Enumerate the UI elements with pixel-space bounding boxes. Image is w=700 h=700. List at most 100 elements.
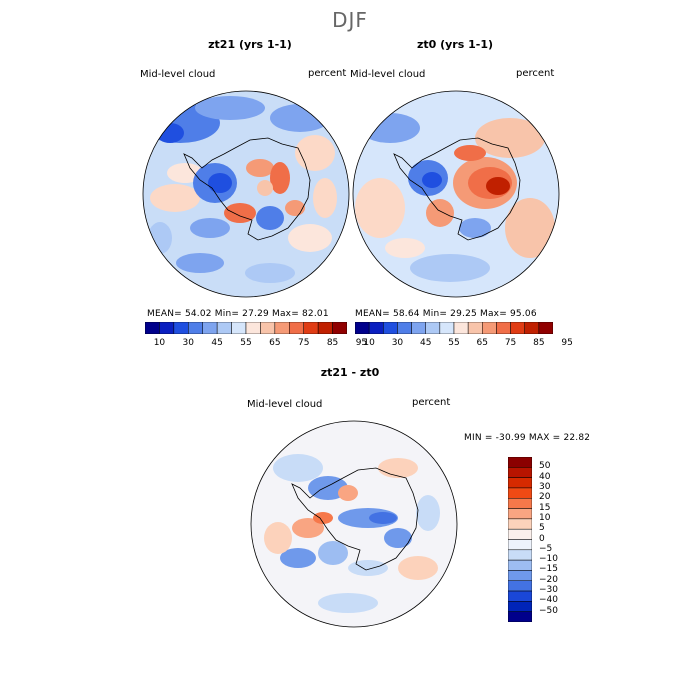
panel-3-colorbar-swatch — [508, 539, 532, 551]
panel-2-coastline — [393, 137, 521, 241]
panel-1-colorbar-tick-label: 45 — [211, 338, 223, 348]
panel-2-colorbar-tick-label: 65 — [476, 338, 488, 348]
panel-1-colorbar-swatch — [216, 322, 232, 334]
panel-3-colorbar-tick-label: 20 — [539, 492, 551, 503]
panel-1-max-value: 82.01 — [302, 309, 329, 319]
panel-1-colorbar-swatch — [231, 322, 247, 334]
panel-2-max-value: 95.06 — [510, 309, 537, 319]
panel-2-colorbar-swatch — [439, 322, 455, 334]
panel-3-colorbar-swatch — [508, 518, 532, 530]
panel-2-colorbar-swatch — [453, 322, 469, 334]
panel-3-title: zt21 - zt0 — [320, 366, 380, 379]
panel-3-colorbar-swatch — [508, 601, 532, 612]
panel-1-variable-label: Mid-level cloud — [140, 69, 216, 80]
panel-3-colorbar-swatch — [508, 559, 532, 571]
panel-2-colorbar-swatch — [411, 322, 426, 334]
panel-3-colorbar-tick-label: 5 — [539, 523, 545, 534]
panel-3-colorbar-swatch — [508, 580, 532, 592]
panel-3-colorbar-tick-label: −50 — [539, 605, 558, 616]
panel-2-title: zt0 (yrs 1-1) — [416, 38, 494, 51]
panel-3-colorbar-tick-label: 40 — [539, 471, 551, 482]
panel-3-variable-label: Mid-level cloud — [247, 399, 323, 410]
panel-3-colorbar-swatch — [508, 477, 532, 489]
panel-1-colorbar-tick-label: 95 — [355, 338, 368, 348]
panel-3-colorbar-swatch — [508, 528, 532, 540]
panel-2-units-label: percent — [516, 68, 555, 79]
panel-2-cloud-field — [355, 113, 555, 282]
panel-2-colorbar-swatch — [383, 322, 398, 334]
panel-1-colorbar-swatch — [145, 322, 160, 334]
panel-2-colorbar-swatch — [482, 322, 497, 334]
panel-3-units-label: percent — [412, 397, 451, 408]
panel-1-colorbar-tick-label: 85 — [326, 338, 339, 348]
panel-2-variable-label: Mid-level cloud — [350, 69, 426, 80]
panel-2-colorbar-tick-label: 10 — [363, 338, 375, 348]
panel-3-colorbar-tick-label: 50 — [539, 461, 551, 472]
panel-1-colorbar-tick-label: 75 — [297, 338, 310, 348]
panel-1-colorbar-swatch — [303, 322, 319, 334]
panel-1-min-value: 27.29 — [242, 309, 269, 319]
panel-3-colorbar-swatch — [508, 457, 532, 468]
panel-1-colorbar-tick-label: 65 — [269, 338, 281, 348]
panel-2-colorbar-swatch — [538, 322, 553, 334]
panel-3-colorbar-swatch — [508, 590, 532, 602]
panel-1-colorbar-swatch — [173, 322, 189, 334]
panel-3-colorbar-tick-label: 15 — [539, 502, 551, 513]
panel-2-colorbar — [355, 322, 553, 334]
panel-2-colorbar-tick-label: 45 — [419, 338, 432, 348]
panel-2-mean-value: 58.64 — [392, 309, 420, 319]
panel-1-colorbar-swatch — [245, 322, 261, 334]
panel-3-colorbar-tick-label: −15 — [539, 564, 558, 575]
figure-title: DJF — [332, 8, 368, 32]
panel-3-colorbar-swatch — [508, 549, 532, 561]
panel-1-colorbar-swatch — [274, 322, 290, 334]
panel-2-colorbar-swatch — [397, 322, 412, 334]
panel-1-polar-map — [142, 90, 350, 298]
panel-2-colorbar-swatch — [524, 322, 540, 334]
panel-3-colorbar-tick-label: −20 — [539, 574, 558, 585]
panel-1-colorbar-swatch — [317, 322, 333, 334]
panel-1-colorbar-tick-label: 30 — [182, 338, 194, 348]
panel-3-colorbar-tick-label: −40 — [539, 595, 558, 606]
panel-1-colorbar — [145, 322, 347, 334]
panel-3-colorbar-swatch — [508, 487, 532, 499]
panel-2-colorbar-tick-label: 85 — [533, 338, 545, 348]
panel-1-colorbar-swatch — [289, 322, 304, 334]
panel-3-map-border — [250, 420, 458, 628]
panel-1-colorbar-swatch — [332, 322, 347, 334]
panel-1-colorbar-swatch — [159, 322, 175, 334]
panel-2-stats: MEAN= 58.64 Min= 29.25 Max= 95.06 — [355, 309, 537, 319]
panel-3-colorbar-swatch — [508, 467, 532, 478]
panel-2-polar-map — [352, 90, 560, 298]
panel-2-colorbar-swatch — [425, 322, 441, 334]
panel-1-stats: MEAN= 54.02 Min= 27.29 Max= 82.01 — [147, 309, 329, 319]
panel-3-coastline — [291, 467, 419, 571]
panel-2-colorbar-swatch — [368, 322, 384, 334]
panel-3-colorbar-tick-label: 10 — [539, 512, 551, 523]
panel-3-colorbar-tick-label: 0 — [539, 533, 545, 544]
panel-1-colorbar-tick-label: 10 — [153, 338, 166, 348]
panel-1-colorbar-swatch — [202, 322, 218, 334]
panel-2-colorbar-swatch — [510, 322, 525, 334]
panel-3-colorbar-tick-label: −5 — [539, 543, 553, 554]
panel-3-min-max-text: MIN = -30.99 MAX = 22.82 — [464, 433, 591, 443]
panel-2-colorbar-swatch — [496, 322, 511, 334]
panel-3-colorbar-tick-label: −10 — [539, 554, 558, 565]
panel-3-colorbar-tick-label: −30 — [539, 585, 558, 596]
panel-3-polar-map — [250, 420, 458, 628]
panel-2-colorbar-tick-label: 30 — [391, 338, 404, 348]
panel-2-colorbar-tick-label: 55 — [448, 338, 460, 348]
panel-2-map-border — [352, 90, 560, 298]
panel-2-colorbar-tick-label: 75 — [504, 338, 517, 348]
panel-2-colorbar-swatch — [467, 322, 483, 334]
panel-1-title: zt21 (yrs 1-1) — [208, 38, 292, 51]
panel-3-colorbar-tick-label: 30 — [539, 481, 551, 492]
panel-3-colorbar-swatch — [508, 611, 532, 622]
panel-2-colorbar-swatch — [355, 322, 370, 334]
panel-1-colorbar-tick-label: 55 — [240, 338, 252, 348]
panel-3-cloud-field — [264, 454, 440, 613]
panel-1-map-border — [142, 90, 350, 298]
panel-1-units-label: percent — [308, 68, 347, 79]
panel-2-min-value: 29.25 — [450, 309, 477, 319]
panel-3-colorbar-swatch — [508, 508, 532, 520]
